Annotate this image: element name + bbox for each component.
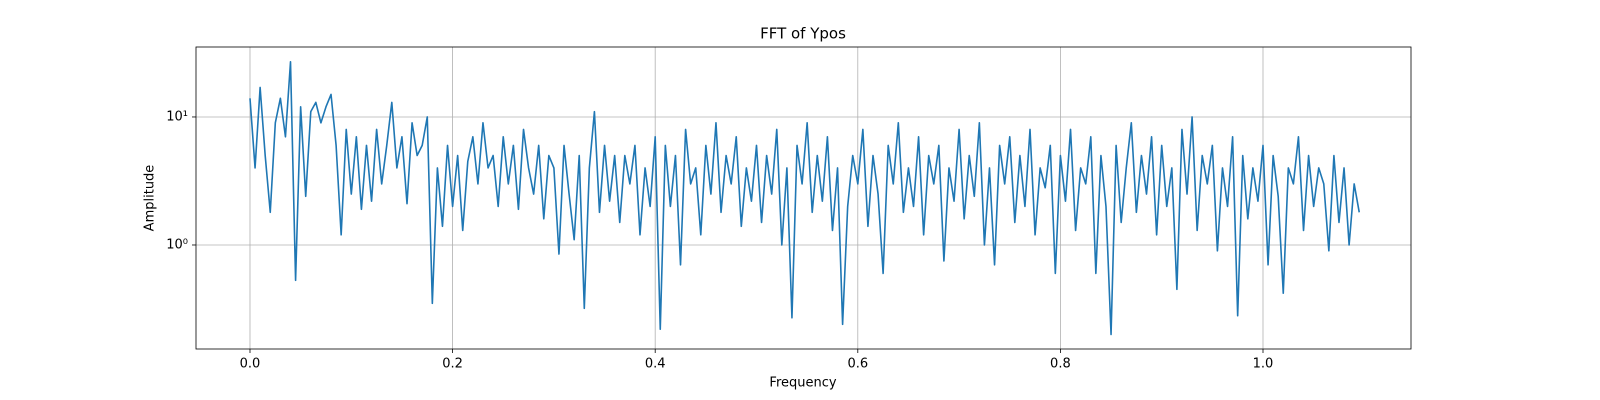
x-tick-label: 0.4: [645, 357, 666, 372]
line: [249, 60, 1361, 336]
grid: [196, 47, 1411, 349]
x-tick-label: 0.8: [1050, 357, 1071, 372]
x-tick-label: 0.6: [847, 357, 868, 372]
axes-frame: [195, 46, 1412, 350]
x-tick-label: 0.2: [442, 357, 463, 372]
y-tick-label: 10¹: [166, 109, 188, 124]
chart-title: FFT of Ypos: [760, 25, 846, 43]
x-axis-label: Frequency: [769, 376, 836, 391]
plot: [249, 60, 1361, 336]
x-tick-label: 1.0: [1253, 357, 1274, 372]
x-tick-label: 0.0: [240, 357, 261, 372]
y-tick-label: 10⁰: [166, 237, 188, 252]
y-axis-label: Amplitude: [143, 165, 158, 232]
